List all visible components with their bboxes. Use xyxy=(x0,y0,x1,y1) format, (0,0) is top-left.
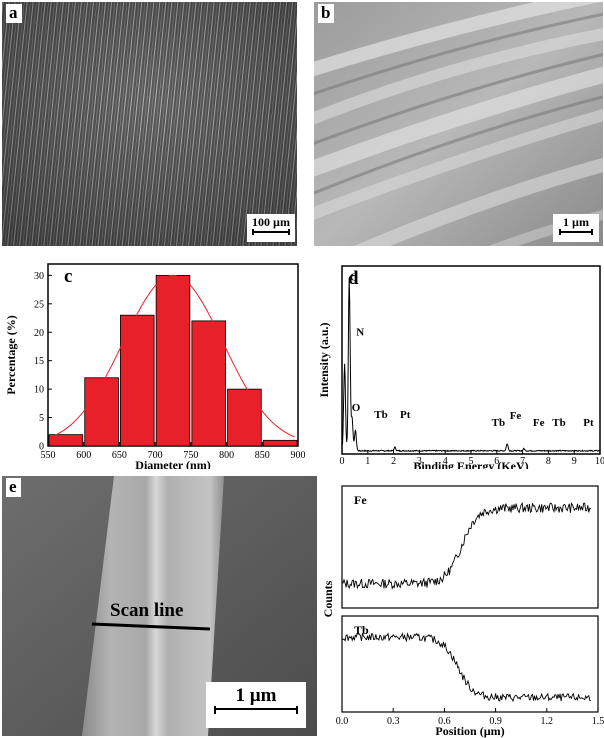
scale-bar-e: 1 µm xyxy=(206,682,306,728)
y-tick-label: 30 xyxy=(34,271,44,282)
x-tick-label: 0 xyxy=(340,456,345,467)
x-tick-label: 800 xyxy=(219,450,234,461)
x-tick-label: 550 xyxy=(41,450,56,461)
x-tick-label: 0.9 xyxy=(489,716,502,727)
x-tick-label: 600 xyxy=(76,450,91,461)
x-tick-label: 1.5 xyxy=(592,716,604,727)
y-tick-label: 15 xyxy=(34,356,44,367)
y-axis-label: Counts xyxy=(321,580,335,617)
x-axis-label: Position (µm) xyxy=(435,724,504,738)
panel-a-sem-image: a 100 µm xyxy=(2,2,297,246)
scale-text-a: 100 µm xyxy=(252,215,290,229)
scan-line xyxy=(91,622,211,631)
x-tick-label: 0.6 xyxy=(438,716,451,727)
panel-label-a: a xyxy=(6,4,22,23)
x-tick-label: 8 xyxy=(546,456,551,467)
scale-bar-b: 1 µm xyxy=(553,214,599,242)
y-tick-label: 25 xyxy=(34,299,44,310)
histogram-bar xyxy=(155,274,191,447)
profile-series-line xyxy=(342,632,591,703)
histogram-bar xyxy=(84,377,119,447)
y-tick-label: 5 xyxy=(39,413,44,424)
eds-spectrum-chart: C N O Tb Pt Tb Fe Fe Tb Pt 0 1 2 3 4 5 6 7 8 9 10 Binding Ene… xyxy=(317,265,604,469)
x-tick-label: 5 xyxy=(469,456,474,467)
peak-annotation: Tb xyxy=(492,417,505,429)
nanowire-shape xyxy=(82,476,224,736)
scale-line-a xyxy=(252,229,290,235)
series-label: Fe xyxy=(354,493,367,507)
x-tick-label: 6 xyxy=(494,456,499,467)
peak-annotation: Tb xyxy=(374,409,387,421)
panel-label-c: c xyxy=(64,266,72,287)
scan-line-label: Scan line xyxy=(110,600,183,621)
y-axis-label: Percentage (%) xyxy=(4,315,18,394)
peak-annotation: C xyxy=(350,272,358,284)
y-tick-label: 10 xyxy=(34,385,44,396)
peak-annotation: Tb xyxy=(552,417,565,429)
profile-frame xyxy=(341,485,599,609)
histogram-bar xyxy=(191,320,226,447)
histogram-bar xyxy=(262,439,298,447)
profile-frame xyxy=(341,615,599,713)
panel-d-eds-spectrum: C N O Tb Pt Tb Fe Fe Tb Pt 0 1 2 3 4 5 6 7 8 9 10 Binding Ene… xyxy=(312,254,604,469)
x-tick-label: 3 xyxy=(417,456,422,467)
panel-label-d: d xyxy=(348,268,359,289)
x-tick-label: 7 xyxy=(520,456,525,467)
series-label: Tb xyxy=(354,623,369,637)
panel-b-sem-image: b 1 µm xyxy=(314,2,603,246)
panel-c-histogram: 550 600 650 700 750 800 850 900 0 5 10 15 20 25 30 Diam… xyxy=(0,254,310,469)
scale-text-b: 1 µm xyxy=(563,215,589,229)
gaussian-fit-curve xyxy=(51,274,295,438)
x-tick-label: 0.3 xyxy=(387,716,400,727)
scale-line-e xyxy=(214,706,298,714)
scale-text-e: 1 µm xyxy=(235,685,277,706)
x-axis-label: Binding Energy (KeV) xyxy=(413,459,528,469)
histogram-bar xyxy=(120,314,155,447)
y-axis-label: Intensity (a.u.) xyxy=(317,322,331,397)
scale-bar-a: 100 µm xyxy=(247,214,295,242)
x-tick-label: 900 xyxy=(291,450,306,461)
sem-image-e: Scan line xyxy=(2,476,317,736)
profile-series-line xyxy=(341,501,592,590)
sem-image-a xyxy=(2,2,297,246)
x-tick-label: 0.0 xyxy=(336,716,349,727)
panel-e-line-profile: Fe Tb 0.0 0.3 0.6 0.9 1.2 1.5 Position (µm) Count… xyxy=(318,476,604,738)
panel-label-b: b xyxy=(318,4,335,23)
y-tick-label: 0 xyxy=(39,442,44,453)
peak-annotation: Pt xyxy=(400,409,411,421)
histogram-bar xyxy=(48,434,84,447)
x-tick-label: 2 xyxy=(391,456,396,467)
x-tick-label: 700 xyxy=(148,450,163,461)
x-tick-label: 650 xyxy=(112,450,127,461)
panel-e-sem-image: Scan line e 1 µm xyxy=(2,476,317,736)
y-tick-label: 20 xyxy=(34,328,44,339)
peak-annotation: N xyxy=(356,326,364,338)
x-tick-label: 750 xyxy=(183,450,198,461)
histogram-chart: 550 600 650 700 750 800 850 900 0 5 10 15 20 25 30 Diam… xyxy=(4,263,306,469)
line-profile-chart: Fe Tb 0.0 0.3 0.6 0.9 1.2 1.5 Position (µm) Count… xyxy=(321,485,604,738)
x-axis-label: Diameter (nm) xyxy=(135,458,210,469)
x-tick-label: 1.2 xyxy=(541,716,554,727)
x-tick-label: 10 xyxy=(595,456,604,467)
peak-annotation: Fe xyxy=(510,410,522,422)
peak-annotation: Pt xyxy=(583,417,594,429)
x-tick-label: 4 xyxy=(443,456,448,467)
sem-image-b xyxy=(314,2,603,246)
peak-annotation: O xyxy=(352,402,361,414)
histogram-bar xyxy=(227,388,262,447)
x-tick-label: 9 xyxy=(572,456,577,467)
x-tick-label: 1 xyxy=(365,456,370,467)
panel-label-e: e xyxy=(6,478,21,497)
peak-annotation: Fe xyxy=(533,417,545,429)
x-tick-label: 850 xyxy=(255,450,270,461)
scale-line-b xyxy=(559,229,593,235)
